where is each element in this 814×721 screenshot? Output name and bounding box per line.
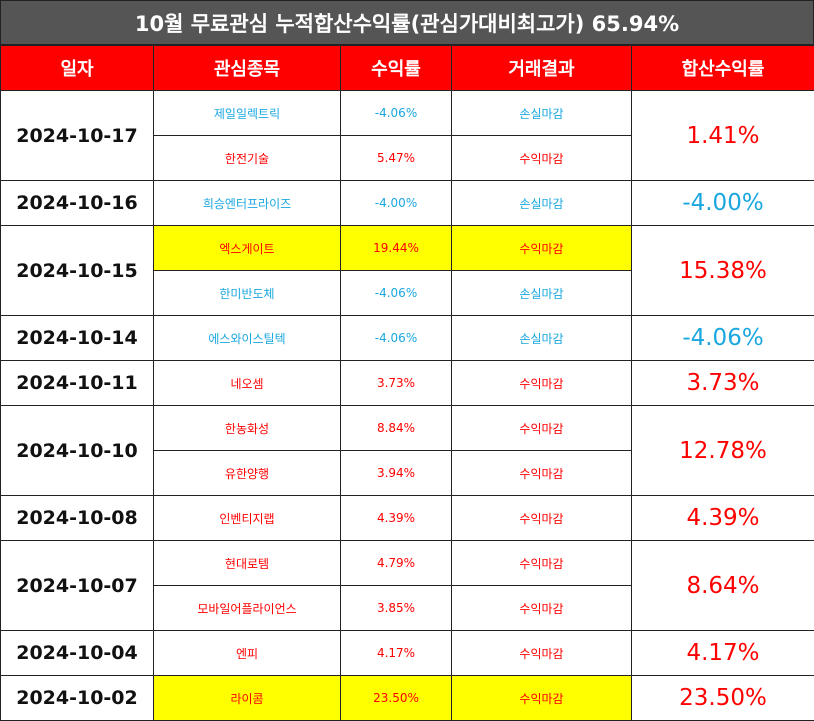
header-result: 거래결과 (451, 45, 632, 91)
header-stock: 관심종목 (153, 45, 341, 91)
stock-cell: 엑스게이트 (153, 225, 341, 271)
table-row: 2024-10-17 제일일렉트릭 -4.06% 손실마감 1.41% (0, 90, 814, 181)
table-row: 유한양행 3.94% 수익마감 (1, 450, 814, 496)
stock-cell: 제일일렉트릭 (153, 90, 341, 136)
date-cell: 2024-10-04 (0, 630, 154, 676)
rate-cell: 3.94% (340, 450, 452, 496)
rate-cell: 4.39% (340, 495, 452, 541)
stock-cell: 모바일어플라이언스 (153, 585, 341, 631)
result-cell: 손실마감 (451, 180, 632, 226)
sum-cell: 3.73% (631, 360, 814, 406)
sheet-title: 10월 무료관심 누적합산수익률(관심가대비최고가) 65.94% (0, 0, 814, 45)
table-row: 2024-10-11 네오셈 3.73% 수익마감 3.73% (0, 360, 814, 406)
stock-cell: 희승엔터프라이즈 (153, 180, 341, 226)
stock-cell: 유한양행 (153, 450, 341, 496)
rate-cell: 3.73% (340, 360, 452, 406)
result-cell: 수익마감 (451, 495, 632, 541)
table-row: 모바일어플라이언스 3.85% 수익마감 (1, 585, 814, 631)
result-cell: 손실마감 (451, 90, 632, 136)
date-cell: 2024-10-17 (0, 90, 154, 181)
result-cell: 수익마감 (451, 630, 632, 676)
sum-cell: 12.78% (631, 405, 814, 496)
table-row: 2024-10-16 희승엔터프라이즈 -4.00% 손실마감 -4.00% (0, 180, 814, 226)
sum-cell: 4.17% (631, 630, 814, 676)
result-cell: 수익마감 (451, 360, 632, 406)
stock-cell: 현대로템 (153, 540, 341, 586)
stock-cell: 한미반도체 (153, 270, 341, 316)
date-cell: 2024-10-07 (0, 540, 154, 631)
rate-cell: 4.79% (340, 540, 452, 586)
rate-cell: 3.85% (340, 585, 452, 631)
header-row: 일자 관심종목 수익률 거래결과 합산수익률 (0, 45, 814, 91)
header-date: 일자 (0, 45, 154, 91)
result-cell: 수익마감 (451, 135, 632, 181)
table-row: 2024-10-07 현대로템 4.79% 수익마감 8.64% (0, 540, 814, 631)
table-row: 2024-10-04 엔피 4.17% 수익마감 4.17% (0, 630, 814, 676)
sum-cell: -4.00% (631, 180, 814, 226)
table-row: 한전기술 5.47% 수익마감 (1, 135, 814, 181)
result-cell: 수익마감 (451, 585, 632, 631)
stock-cell: 엔피 (153, 630, 341, 676)
date-cell: 2024-10-11 (0, 360, 154, 406)
sum-cell: 15.38% (631, 225, 814, 316)
header-sum: 합산수익률 (631, 45, 814, 91)
result-cell: 수익마감 (451, 225, 632, 271)
date-cell: 2024-10-10 (0, 405, 154, 496)
stock-cell: 한전기술 (153, 135, 341, 181)
table-row: 2024-10-10 한농화성 8.84% 수익마감 12.78% (0, 405, 814, 496)
result-cell: 수익마감 (451, 405, 632, 451)
date-cell: 2024-10-15 (0, 225, 154, 316)
table-row: 2024-10-14 에스와이스틸텍 -4.06% 손실마감 -4.06% (0, 315, 814, 361)
table-row: 한미반도체 -4.06% 손실마감 (1, 270, 814, 316)
date-cell: 2024-10-08 (0, 495, 154, 541)
table-row: 2024-10-02 라이콤 23.50% 수익마감 23.50% (0, 675, 814, 721)
sum-cell: 1.41% (631, 90, 814, 181)
result-cell: 수익마감 (451, 450, 632, 496)
sum-cell: -4.06% (631, 315, 814, 361)
result-cell: 수익마감 (451, 540, 632, 586)
header-rate: 수익률 (340, 45, 452, 91)
result-cell: 수익마감 (451, 675, 632, 721)
rate-cell: 23.50% (340, 675, 452, 721)
date-cell: 2024-10-16 (0, 180, 154, 226)
rate-cell: 5.47% (340, 135, 452, 181)
sum-cell: 4.39% (631, 495, 814, 541)
rate-cell: -4.06% (340, 270, 452, 316)
sum-cell: 8.64% (631, 540, 814, 631)
stock-cell: 라이콤 (153, 675, 341, 721)
stock-cell: 인벤티지랩 (153, 495, 341, 541)
stock-cell: 한농화성 (153, 405, 341, 451)
date-cell: 2024-10-14 (0, 315, 154, 361)
rate-cell: -4.00% (340, 180, 452, 226)
result-cell: 손실마감 (451, 270, 632, 316)
stock-cell: 에스와이스틸텍 (153, 315, 341, 361)
table-body: 2024-10-17 제일일렉트릭 -4.06% 손실마감 1.41% 한전기술 5.47%… (0, 90, 814, 721)
rate-cell: -4.06% (340, 315, 452, 361)
table-row: 2024-10-15 엑스게이트 19.44% 수익마감 15.38% (0, 225, 814, 316)
rate-cell: 8.84% (340, 405, 452, 451)
table-row: 2024-10-08 인벤티지랩 4.39% 수익마감 4.39% (0, 495, 814, 541)
rate-cell: 4.17% (340, 630, 452, 676)
result-cell: 손실마감 (451, 315, 632, 361)
date-cell: 2024-10-02 (0, 675, 154, 721)
returns-table: 일자 관심종목 수익률 거래결과 합산수익률 2024-10-17 제일일렉트릭 -… (0, 45, 814, 721)
rate-cell: 19.44% (340, 225, 452, 271)
stock-cell: 네오셈 (153, 360, 341, 406)
sum-cell: 23.50% (631, 675, 814, 721)
rate-cell: -4.06% (340, 90, 452, 136)
